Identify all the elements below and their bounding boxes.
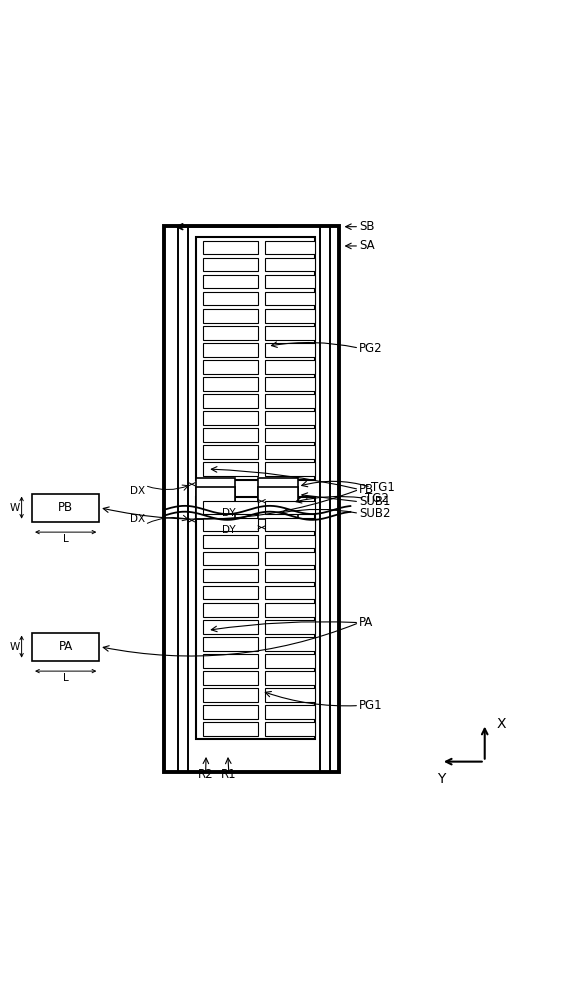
Text: DX: DX	[130, 486, 145, 496]
Bar	[265, 688, 315, 702]
Bar	[203, 535, 258, 548]
Text: X: X	[496, 717, 506, 731]
Bar	[203, 445, 258, 459]
Bar	[203, 620, 258, 634]
Bar	[203, 501, 258, 514]
Text: PA: PA	[359, 616, 373, 629]
Bar	[265, 535, 315, 548]
Bar	[265, 569, 315, 582]
Bar	[258, 478, 298, 511]
Bar	[203, 411, 258, 425]
Text: R2: R2	[198, 768, 213, 781]
Bar	[265, 275, 315, 288]
Text: TG2: TG2	[365, 492, 389, 505]
Bar	[265, 394, 315, 408]
Bar	[203, 671, 258, 685]
Bar	[265, 258, 315, 271]
Bar	[203, 377, 258, 391]
Bar	[203, 637, 258, 651]
Bar	[203, 326, 258, 340]
Bar	[265, 586, 315, 599]
Bar	[265, 428, 315, 442]
Text: TG1: TG1	[371, 481, 395, 494]
Bar	[203, 462, 258, 476]
Bar	[265, 292, 315, 305]
Bar	[203, 705, 258, 719]
Bar	[265, 518, 315, 531]
Bar	[265, 377, 315, 391]
Bar	[265, 722, 315, 736]
Text: L: L	[63, 673, 68, 683]
Bar	[164, 226, 339, 772]
Bar	[203, 722, 258, 736]
Text: PA: PA	[58, 640, 73, 653]
Text: DY: DY	[222, 508, 235, 518]
Bar	[203, 552, 258, 565]
Text: SA: SA	[359, 239, 375, 252]
Bar	[32, 494, 99, 522]
Bar	[203, 518, 258, 531]
Bar	[203, 428, 258, 442]
Bar	[258, 487, 298, 519]
Bar	[203, 688, 258, 702]
Bar	[265, 445, 315, 459]
Text: L: L	[63, 534, 68, 544]
Text: PB: PB	[359, 483, 374, 496]
Text: W: W	[9, 642, 20, 652]
Text: W: W	[9, 503, 20, 513]
Text: DY: DY	[222, 525, 235, 535]
Bar	[265, 637, 315, 651]
Bar	[203, 309, 258, 323]
Text: PB: PB	[58, 501, 73, 514]
Bar	[196, 237, 315, 480]
Bar	[203, 654, 258, 668]
Bar	[203, 586, 258, 599]
Bar	[203, 275, 258, 288]
Text: SUB2: SUB2	[359, 507, 391, 520]
Bar	[196, 487, 235, 519]
Bar	[265, 343, 315, 357]
Bar	[265, 552, 315, 565]
Bar	[203, 394, 258, 408]
Bar	[203, 343, 258, 357]
Bar	[32, 633, 99, 661]
Bar	[203, 569, 258, 582]
Bar	[265, 462, 315, 476]
Text: DX: DX	[130, 514, 145, 524]
Bar	[265, 620, 315, 634]
Text: SB: SB	[359, 220, 375, 233]
Bar	[203, 258, 258, 271]
Text: R1: R1	[221, 768, 237, 781]
Bar	[203, 292, 258, 305]
Text: Y: Y	[437, 772, 445, 786]
Bar	[196, 497, 315, 739]
Text: SUB1: SUB1	[359, 495, 391, 508]
Bar	[265, 501, 315, 514]
Bar	[265, 411, 315, 425]
Bar	[265, 326, 315, 340]
Bar	[265, 309, 315, 323]
Bar	[196, 478, 235, 511]
Text: PG1: PG1	[359, 699, 383, 712]
Bar	[265, 360, 315, 374]
Text: PG2: PG2	[359, 342, 383, 355]
Bar	[203, 241, 258, 254]
Bar	[265, 603, 315, 617]
Bar	[265, 241, 315, 254]
Bar	[203, 603, 258, 617]
Bar	[265, 705, 315, 719]
Bar	[265, 671, 315, 685]
Bar	[203, 360, 258, 374]
Bar	[265, 654, 315, 668]
